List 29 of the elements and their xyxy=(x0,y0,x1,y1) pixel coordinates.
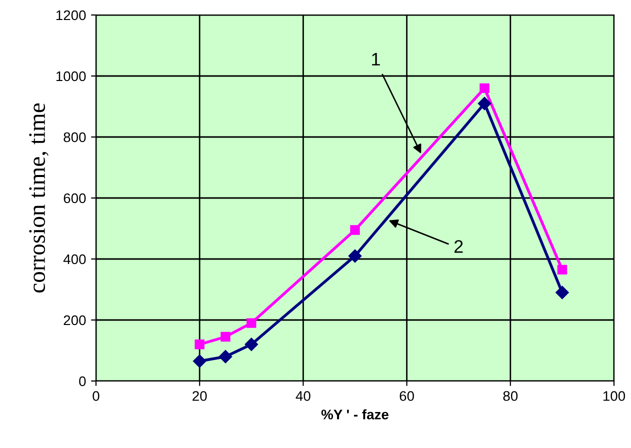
y-tick-label: 400 xyxy=(63,254,86,264)
y-tick-label: 1200 xyxy=(56,10,86,20)
y-tick-label: 1000 xyxy=(56,71,86,82)
point xyxy=(218,350,232,364)
x-tick-label: 80 xyxy=(503,391,518,401)
point xyxy=(244,338,258,351)
x-tick-label: 20 xyxy=(192,391,207,401)
point xyxy=(556,286,569,300)
y-tick-label: 600 xyxy=(64,193,86,204)
x-tick-label: 60 xyxy=(400,391,414,401)
annotation: 1 xyxy=(372,52,380,66)
x-tick-label: 100 xyxy=(603,391,626,401)
point xyxy=(220,332,230,342)
y-tick-label: 800 xyxy=(64,132,86,142)
x-tick-label: 40 xyxy=(296,391,310,401)
x-axis-title: %Y ' - faze xyxy=(321,409,388,420)
y-tick-label: 200 xyxy=(64,315,86,326)
point xyxy=(194,340,204,350)
annotation: 2 xyxy=(454,240,463,253)
point xyxy=(193,354,206,368)
point xyxy=(246,318,256,328)
x-tick-label: 0 xyxy=(92,391,100,401)
point xyxy=(557,264,568,275)
y-tick-label: 0 xyxy=(79,376,86,386)
y-axis-title: corrosion time, time xyxy=(29,103,48,293)
point xyxy=(350,225,360,235)
point xyxy=(478,96,492,110)
point xyxy=(480,83,490,94)
point xyxy=(348,249,362,263)
